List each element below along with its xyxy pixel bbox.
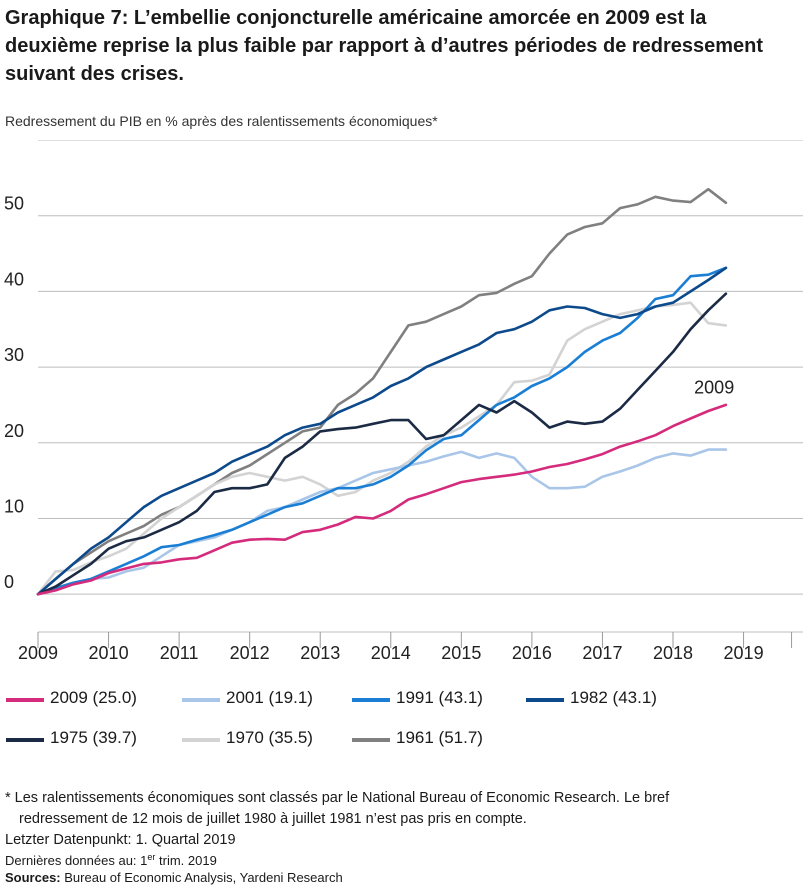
- x-tick-label: 2018: [653, 643, 693, 663]
- y-tick-label: 10: [4, 496, 24, 516]
- x-tick-label: 2012: [230, 643, 270, 663]
- x-tick-label: 2017: [582, 643, 622, 663]
- footnote-line-1: * Les ralentissements économiques sont c…: [5, 788, 795, 809]
- x-tick-label: 2011: [160, 643, 199, 663]
- legend-label: 2001 (19.1): [226, 688, 313, 708]
- legend-label: 1975 (39.7): [50, 728, 137, 748]
- x-tick-label: 2014: [371, 643, 411, 663]
- last-datapoint: Letzter Datenpunkt: 1. Quartal 2019: [5, 832, 236, 848]
- y-tick-label: 0: [4, 572, 14, 592]
- legend-swatch: [352, 738, 390, 742]
- x-tick-label: 2015: [441, 643, 481, 663]
- series-line-1982: [38, 268, 726, 594]
- legend-label: 1961 (51.7): [396, 728, 483, 748]
- x-axis-ticks: 2009 2010 2011 2012 2013 2014 2015 2016 2017 2018…: [18, 643, 764, 663]
- legend-swatch: [6, 738, 44, 742]
- chart-title: Graphique 7: L’embellie conjoncturelle a…: [5, 4, 797, 88]
- legend-swatch: [6, 698, 44, 702]
- series-line-2001: [38, 450, 726, 595]
- x-tick-label: 2013: [300, 643, 340, 663]
- line-chart: 0102030405060 20092010201120122013201420…: [0, 140, 803, 665]
- y-tick-label: 40: [4, 269, 24, 289]
- footnote-line-2: redressement de 12 mois de juillet 1980 …: [5, 809, 795, 830]
- legend-label: 1991 (43.1): [396, 688, 483, 708]
- sources: Sources: Bureau of Economic Analysis, Ya…: [5, 870, 343, 885]
- legend-swatch: [352, 698, 390, 702]
- legend-swatch: [526, 698, 564, 702]
- series-line-2009: [38, 405, 726, 594]
- footnote: * Les ralentissements économiques sont c…: [5, 788, 795, 830]
- chart-subtitle: Redressement du PIB en % après des ralen…: [5, 113, 438, 129]
- legend-label: 1970 (35.5): [226, 728, 313, 748]
- series-line-1975: [38, 294, 726, 595]
- legend-label: 2009 (25.0): [50, 688, 137, 708]
- y-tick-label: 30: [4, 345, 24, 365]
- annotations: 2009: [694, 378, 734, 398]
- last-data-date: Dernières données au: 1er trim. 2019: [5, 852, 217, 868]
- y-tick-label: 20: [4, 421, 24, 441]
- x-tick-label: 2016: [512, 643, 552, 663]
- legend-label: 1982 (43.1): [570, 688, 657, 708]
- x-tick-label: 2009: [18, 643, 58, 663]
- series-lines: [38, 189, 726, 594]
- grid: [38, 140, 803, 648]
- y-axis-ticks: 0102030405060: [4, 140, 24, 592]
- legend-swatch: [182, 698, 220, 702]
- x-tick-label: 2019: [724, 643, 764, 663]
- series-line-1970: [38, 303, 726, 595]
- y-tick-label: 50: [4, 194, 24, 214]
- annotation-2009: 2009: [694, 378, 734, 398]
- legend-swatch: [182, 738, 220, 742]
- x-tick-label: 2010: [89, 643, 129, 663]
